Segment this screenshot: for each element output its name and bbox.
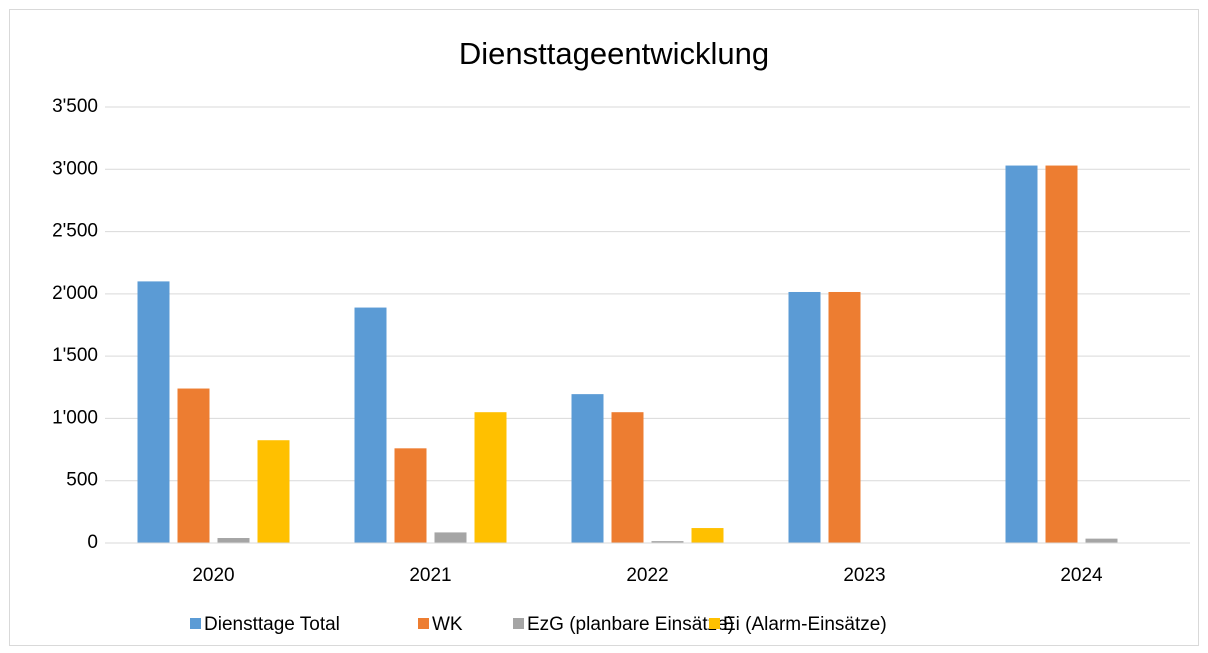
legend-marker — [418, 618, 429, 629]
bar — [611, 412, 644, 543]
bar — [474, 412, 507, 543]
y-tick-label: 500 — [66, 470, 98, 491]
legend-label: WK — [432, 614, 463, 635]
x-tick-label: 2021 — [409, 565, 451, 586]
bar — [1085, 538, 1118, 543]
bar — [1005, 165, 1038, 543]
x-tick-label: 2022 — [626, 565, 668, 586]
legend-label: Diensttage Total — [204, 614, 340, 635]
legend-label: EzG (planbare Einsätze) — [527, 614, 734, 635]
chart-title: Diensttageentwicklung — [459, 36, 769, 71]
bar — [691, 528, 724, 543]
bar — [434, 532, 467, 543]
bar — [354, 307, 387, 543]
y-tick-label: 3'000 — [52, 158, 98, 179]
legend-marker — [513, 618, 524, 629]
bar — [177, 388, 210, 543]
y-tick-label: 3'500 — [52, 96, 98, 117]
legend-marker — [709, 618, 720, 629]
legend-marker — [190, 618, 201, 629]
bar — [217, 538, 250, 543]
y-tick-label: 1'000 — [52, 407, 98, 428]
x-tick-label: 2024 — [1060, 565, 1103, 586]
bar — [788, 291, 821, 543]
x-tick-label: 2023 — [843, 565, 885, 586]
bar — [1045, 165, 1078, 543]
y-tick-label: 1'500 — [52, 345, 98, 366]
bar — [651, 541, 684, 543]
y-tick-label: 2'000 — [52, 283, 98, 304]
bar — [571, 394, 604, 543]
y-tick-label: 2'500 — [52, 221, 98, 242]
bar — [137, 281, 170, 543]
bar — [828, 291, 861, 543]
x-tick-label: 2020 — [192, 565, 234, 586]
bar — [257, 440, 290, 543]
bar — [394, 448, 427, 543]
y-tick-label: 0 — [87, 532, 98, 553]
legend-label: Ei (Alarm-Einsätze) — [723, 614, 887, 635]
